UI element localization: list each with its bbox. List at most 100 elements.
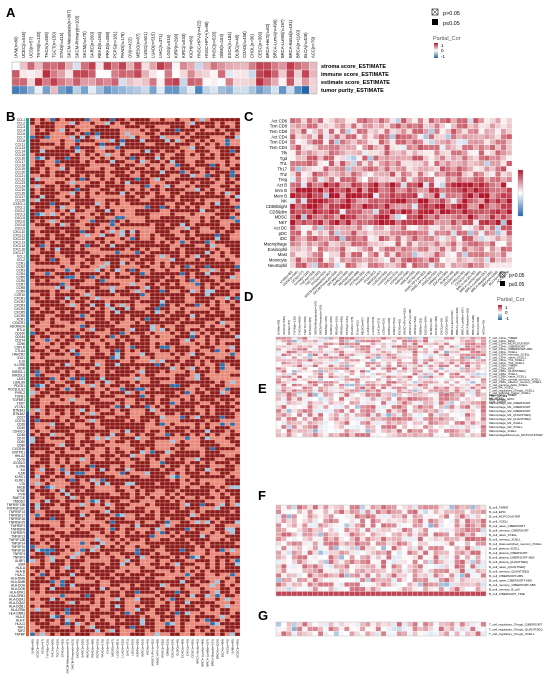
heatmap-cell [69, 338, 76, 343]
heatmap-cell [139, 355, 146, 360]
heatmap-cell [164, 376, 171, 381]
heatmap-cell [134, 411, 141, 416]
heatmap-cell [179, 464, 186, 469]
heatmap-cell [144, 341, 151, 346]
heatmap-cell [154, 163, 161, 168]
heatmap-cell [54, 117, 61, 122]
heatmap-cell [64, 436, 71, 441]
heatmap-cell [189, 397, 196, 402]
heatmap-cell [129, 481, 136, 486]
heatmap-cell [214, 198, 221, 203]
heatmap-cell [184, 180, 191, 185]
heatmap-cell [124, 257, 131, 262]
heatmap-cell [129, 264, 136, 269]
heatmap-cell [149, 194, 156, 199]
heatmap-cell [72, 85, 81, 95]
heatmap-cell [189, 345, 196, 350]
heatmap-cell [214, 390, 221, 395]
heatmap-cell [104, 128, 111, 133]
heatmap-cell [189, 233, 196, 238]
heatmap-cell [164, 450, 171, 455]
heatmap-cell [199, 268, 206, 273]
heatmap-cell [229, 138, 236, 143]
heatmap-cell [159, 429, 166, 434]
heatmap-cell [134, 345, 141, 350]
heatmap-cell [34, 380, 41, 385]
heatmap-cell [114, 264, 121, 269]
heatmap-cell [49, 334, 56, 339]
heatmap-cell [189, 236, 196, 241]
heatmap-cell [189, 467, 196, 472]
heatmap-cell [79, 306, 86, 311]
column-label: CHOL(n=36) [250, 34, 255, 58]
heatmap-cell [69, 348, 76, 353]
heatmap-cell [144, 156, 151, 161]
heatmap-cell [209, 310, 216, 315]
heatmap-cell [64, 359, 71, 364]
heatmap-cell [54, 135, 61, 140]
heatmap-cell [109, 282, 116, 287]
heatmap-cell [119, 275, 126, 280]
heatmap-cell [184, 264, 191, 269]
heatmap-cell [149, 310, 156, 315]
heatmap-cell [229, 404, 236, 409]
heatmap-cell [179, 254, 186, 259]
heatmap-cell [271, 69, 279, 79]
heatmap-cell [169, 250, 176, 255]
heatmap-cell [54, 233, 61, 238]
heatmap-cell [179, 236, 186, 241]
heatmap-cell [234, 166, 241, 171]
heatmap-cell [144, 313, 151, 318]
heatmap-cell [124, 366, 131, 371]
heatmap-cell [214, 212, 221, 217]
heatmap-cell [134, 352, 141, 357]
heatmap-cell [139, 117, 146, 122]
heatmap-cell [219, 219, 226, 224]
heatmap-cell [209, 429, 216, 434]
heatmap-cell [109, 285, 116, 290]
heatmap-cell [149, 254, 156, 259]
heatmap-cell [126, 69, 135, 79]
heatmap-cell [214, 208, 221, 213]
heatmap-cell [194, 492, 201, 497]
gene-type-strip [26, 328, 29, 332]
heatmap-cell [209, 404, 216, 409]
heatmap-cell [199, 117, 206, 122]
heatmap-cell [189, 352, 196, 357]
heatmap-cell [50, 61, 58, 71]
heatmap-cell [39, 201, 46, 206]
heatmap-cell [84, 355, 91, 360]
heatmap-cell [39, 359, 46, 364]
heatmap-cell [79, 282, 86, 287]
gene-type-strip [26, 121, 29, 126]
heatmap-cell [224, 338, 231, 343]
heatmap-cell [69, 418, 76, 423]
heatmap-cell [234, 390, 241, 395]
heatmap-cell [49, 411, 56, 416]
row-label: CXCL5 [15, 216, 26, 220]
heatmap-cell [69, 194, 76, 199]
heatmap-cell [119, 296, 126, 301]
gene-type-strip [26, 254, 29, 259]
heatmap-cell [44, 376, 51, 381]
heatmap-cell [184, 446, 191, 451]
heatmap-cell [49, 124, 56, 129]
heatmap-cell [164, 425, 171, 430]
heatmap-cell [164, 446, 171, 451]
heatmap-cell [199, 418, 206, 423]
heatmap-cell [89, 194, 96, 199]
heatmap-cell [278, 85, 287, 95]
heatmap-cell [64, 338, 71, 343]
heatmap-cell [144, 142, 151, 147]
heatmap-cell [204, 303, 211, 308]
heatmap-cell [134, 159, 141, 164]
heatmap-cell [79, 254, 86, 259]
heatmap-cell [94, 443, 101, 448]
heatmap-cell [99, 408, 106, 413]
heatmap-cell [119, 292, 126, 297]
heatmap-cell [99, 201, 106, 206]
heatmap-cell [129, 191, 136, 196]
heatmap-cell [104, 131, 111, 136]
heatmap-cell [219, 135, 226, 140]
heatmap-cell [74, 278, 81, 283]
